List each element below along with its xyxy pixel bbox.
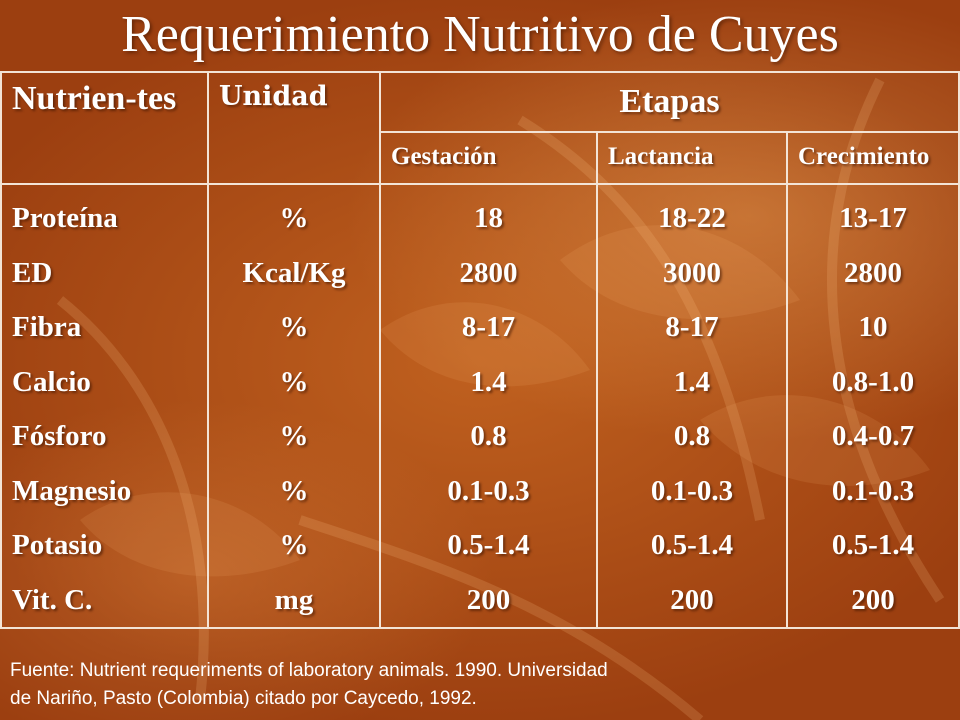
cell-crecimiento: 200 bbox=[851, 583, 895, 616]
cell-lactancia: 0.8 bbox=[673, 420, 711, 452]
cell-nutriente: Magnesio bbox=[12, 474, 132, 507]
column-crecimiento: 13-17 2800 10 0.8-1.0 0.4-0.7 0.1-0.3 0.… bbox=[786, 183, 960, 629]
cell-unidad: % bbox=[279, 202, 309, 234]
subheader-gestacion: Gestación bbox=[379, 131, 598, 185]
cell-gestacion: 0.5-1.4 bbox=[447, 529, 530, 561]
header-nutrientes: Nutrien-tes bbox=[0, 71, 209, 185]
citation-line: de Nariño, Pasto (Colombia) citado por C… bbox=[10, 688, 477, 709]
cell-crecimiento: 2800 bbox=[844, 256, 902, 289]
slide-title: Requerimiento Nutritivo de Cuyes bbox=[121, 6, 839, 63]
column-lactancia: 18-22 3000 8-17 1.4 0.8 0.1-0.3 0.5-1.4 … bbox=[596, 183, 788, 629]
nutrient-table: Nutrien-tes Unidad Etapas Gestación Lact… bbox=[0, 71, 960, 629]
cell-unidad: % bbox=[279, 529, 309, 561]
cell-lactancia: 0.1-0.3 bbox=[650, 474, 734, 507]
cell-gestacion: 8-17 bbox=[461, 311, 516, 343]
header-etapas: Etapas bbox=[379, 71, 960, 133]
table-body-row: Proteína ED Fibra Calcio Fósforo Magnesi… bbox=[0, 183, 960, 629]
column-unidad: % Kcal/Kg % % % % % mg bbox=[207, 183, 381, 629]
header-unidad: Unidad bbox=[207, 71, 381, 185]
cell-lactancia: 3000 bbox=[663, 256, 721, 289]
cell-unidad: % bbox=[279, 420, 309, 452]
cell-gestacion: 200 bbox=[466, 583, 511, 616]
cell-gestacion: 18 bbox=[474, 202, 503, 234]
cell-nutriente: Vit. C. bbox=[12, 583, 93, 616]
cell-nutriente: Proteína bbox=[12, 202, 118, 234]
cell-crecimiento: 0.1-0.3 bbox=[831, 474, 915, 507]
cell-lactancia: 8-17 bbox=[665, 311, 719, 343]
citation-line: Fuente: Nutrient requeriments of laborat… bbox=[10, 660, 608, 681]
cell-gestacion: 1.4 bbox=[470, 365, 507, 398]
cell-gestacion: 0.8 bbox=[470, 420, 507, 452]
cell-crecimiento: 0.4-0.7 bbox=[831, 420, 915, 452]
cell-lactancia: 18-22 bbox=[658, 202, 726, 234]
cell-lactancia: 0.5-1.4 bbox=[650, 529, 734, 561]
cell-crecimiento: 0.5-1.4 bbox=[831, 529, 915, 561]
column-nutrientes: Proteína ED Fibra Calcio Fósforo Magnesi… bbox=[0, 183, 209, 629]
table-header-row: Nutrien-tes Unidad Etapas bbox=[0, 71, 960, 185]
column-gestacion: 18 2800 8-17 1.4 0.8 0.1-0.3 0.5-1.4 200 bbox=[379, 183, 598, 629]
cell-gestacion: 2800 bbox=[459, 256, 518, 289]
cell-unidad: mg bbox=[274, 583, 314, 616]
cell-unidad: % bbox=[279, 365, 309, 398]
cell-nutriente: Calcio bbox=[12, 365, 91, 398]
table-subheader-row: Gestación Lactancia Crecimiento bbox=[1, 131, 960, 185]
cell-nutriente: Fósforo bbox=[12, 420, 107, 452]
cell-crecimiento: 13-17 bbox=[839, 202, 907, 234]
cell-nutriente: Fibra bbox=[12, 311, 82, 343]
cell-crecimiento: 10 bbox=[858, 311, 888, 343]
cell-lactancia: 1.4 bbox=[673, 365, 711, 398]
subheader-lactancia: Lactancia bbox=[596, 131, 788, 185]
cell-nutriente: ED bbox=[12, 256, 53, 289]
cell-unidad: Kcal/Kg bbox=[242, 256, 346, 289]
subheader-crecimiento: Crecimiento bbox=[786, 131, 960, 185]
cell-crecimiento: 0.8-1.0 bbox=[831, 365, 915, 398]
cell-lactancia: 200 bbox=[670, 583, 714, 616]
cell-nutriente: Potasio bbox=[12, 529, 103, 561]
cell-unidad: % bbox=[279, 311, 309, 343]
cell-gestacion: 0.1-0.3 bbox=[447, 474, 530, 507]
source-citation: Fuente: Nutrient requeriments of laborat… bbox=[10, 657, 830, 713]
cell-unidad: % bbox=[279, 474, 309, 507]
